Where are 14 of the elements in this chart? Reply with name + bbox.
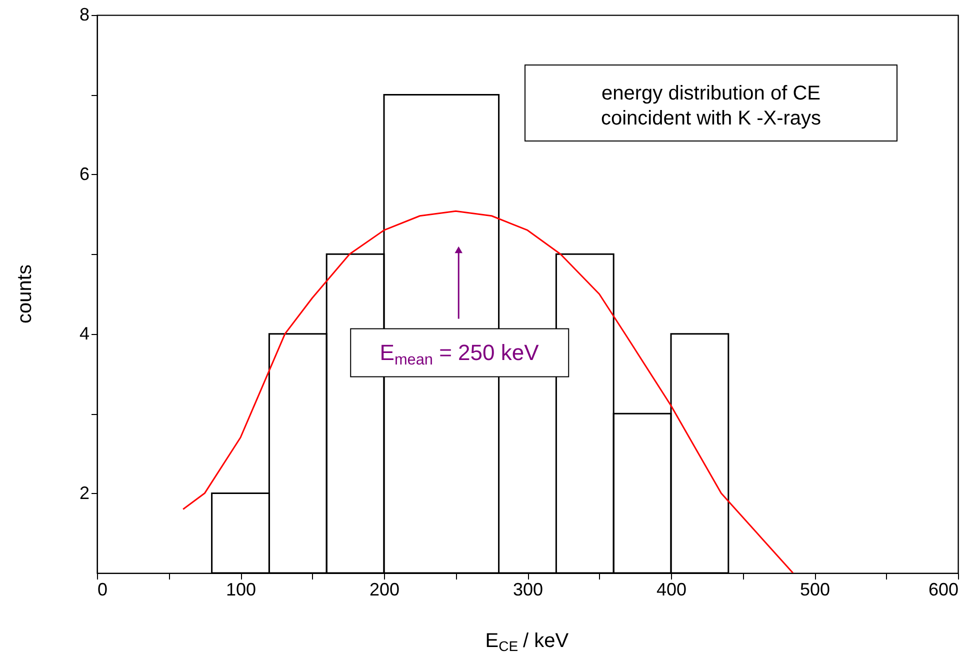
x-tick-label: 100	[226, 580, 256, 600]
x-tick-label: 500	[800, 580, 830, 600]
annotation: energy distribution of CE coincident with K -X-rays	[600, 82, 822, 130]
y-tick-label: 4	[79, 323, 90, 344]
y-tick-label: 2	[79, 482, 90, 503]
x-tick-label: 0	[98, 580, 108, 600]
x-tick-label: 300	[512, 580, 544, 600]
y-axis-title: counts	[14, 264, 36, 324]
y-tick-label: 6	[79, 164, 90, 184]
x-tick-label: 600	[928, 580, 958, 600]
x-tick-label: 400	[656, 580, 687, 600]
line-series	[182, 210, 794, 573]
y-tick-label: 8	[79, 4, 90, 24]
x-tick-label: 200	[369, 580, 400, 600]
